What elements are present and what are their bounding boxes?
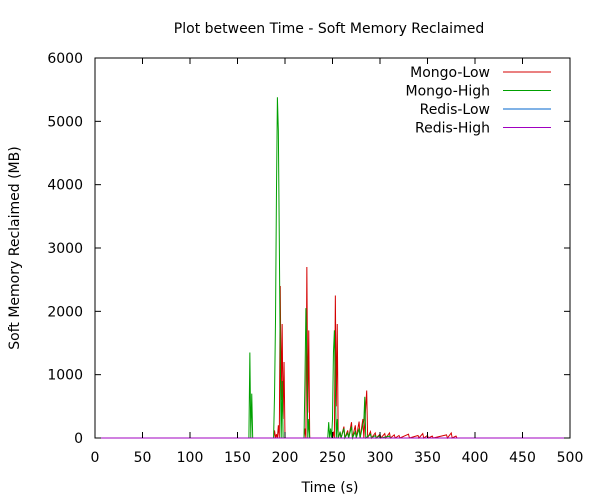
x-tick-label: 100 <box>177 450 204 466</box>
legend-label-redis-high: Redis-High <box>415 121 490 137</box>
y-tick-label: 4000 <box>47 178 83 194</box>
y-tick-label: 5000 <box>47 114 83 130</box>
legend-label-mongo-high: Mongo-High <box>406 84 490 100</box>
x-tick-label: 350 <box>414 450 441 466</box>
x-tick-label: 50 <box>134 450 152 466</box>
y-axis: 0 1000 2000 3000 4000 5000 6000 <box>47 51 570 447</box>
legend-label-mongo-low: Mongo-Low <box>410 65 490 81</box>
y-tick-label: 1000 <box>47 368 83 384</box>
x-tick-label: 500 <box>557 450 584 466</box>
x-axis-title: Time (s) <box>301 480 359 496</box>
x-tick-label: 300 <box>367 450 394 466</box>
legend: Mongo-Low Mongo-High Redis-Low Redis-High <box>406 65 551 137</box>
legend-label-redis-low: Redis-Low <box>420 102 490 118</box>
data-marks <box>95 97 570 440</box>
series-line-mongo-low <box>247 266 458 440</box>
x-tick-label: 200 <box>272 450 299 466</box>
x-axis: 0 50 100 150 200 250 300 350 400 450 500 <box>91 58 584 466</box>
y-tick-label: 6000 <box>47 51 83 67</box>
x-tick-label: 400 <box>462 450 489 466</box>
chart-title: Plot between Time - Soft Memory Reclaime… <box>174 21 484 37</box>
y-tick-label: 3000 <box>47 241 83 257</box>
x-tick-label: 250 <box>319 450 346 466</box>
series-line-mongo-high <box>247 97 391 440</box>
y-tick-label: 2000 <box>47 304 83 320</box>
x-tick-label: 0 <box>91 450 100 466</box>
plot-frame <box>94 57 571 439</box>
x-tick-label: 450 <box>509 450 536 466</box>
y-axis-title: Soft Memory Reclaimed (MB) <box>7 146 23 349</box>
y-tick-label: 0 <box>74 431 83 447</box>
x-tick-label: 150 <box>224 450 251 466</box>
